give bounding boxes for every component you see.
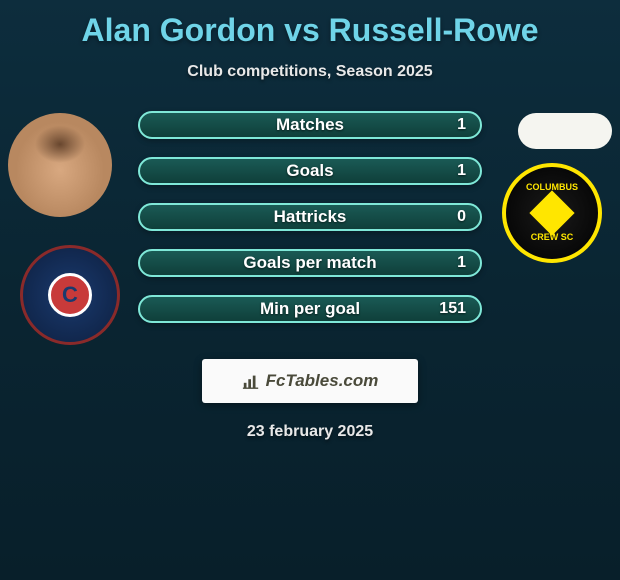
club-left-badge: C: [20, 245, 120, 345]
stat-value-right: 151: [439, 300, 466, 318]
stat-bar: Goals per match 1: [138, 249, 482, 277]
club-right-inner: COLUMBUS CREW SC: [526, 183, 578, 243]
player-left-avatar: [8, 113, 112, 217]
brand-text: FcTables.com: [266, 371, 379, 391]
stat-bar: Matches 1: [138, 111, 482, 139]
stat-bar: Hattricks 0: [138, 203, 482, 231]
subtitle: Club competitions, Season 2025: [0, 63, 620, 81]
stat-bar: Goals 1: [138, 157, 482, 185]
bars-chart-icon: [242, 372, 260, 390]
stat-value-right: 1: [457, 254, 466, 272]
stat-bars: Matches 1 Goals 1 Hattricks 0 Goals per …: [138, 111, 482, 341]
stat-value-right: 1: [457, 162, 466, 180]
stat-label: Hattricks: [274, 207, 347, 227]
stat-bar: Min per goal 151: [138, 295, 482, 323]
date-label: 23 february 2025: [0, 423, 620, 441]
stat-label: Goals: [286, 161, 333, 181]
brand-badge: FcTables.com: [202, 359, 418, 403]
stat-label: Matches: [276, 115, 344, 135]
club-left-letter: C: [48, 273, 92, 317]
stat-value-right: 1: [457, 116, 466, 134]
stat-label: Min per goal: [260, 299, 360, 319]
diamond-icon: [529, 190, 574, 235]
stat-value-right: 0: [457, 208, 466, 226]
player-right-avatar: [518, 113, 612, 149]
face-placeholder-icon: [8, 113, 112, 217]
stat-label: Goals per match: [243, 253, 376, 273]
comparison-stage: C COLUMBUS CREW SC Matches 1 Goals 1 Hat…: [0, 99, 620, 359]
page-title: Alan Gordon vs Russell-Rowe: [0, 0, 620, 49]
club-right-badge: COLUMBUS CREW SC: [502, 163, 602, 263]
